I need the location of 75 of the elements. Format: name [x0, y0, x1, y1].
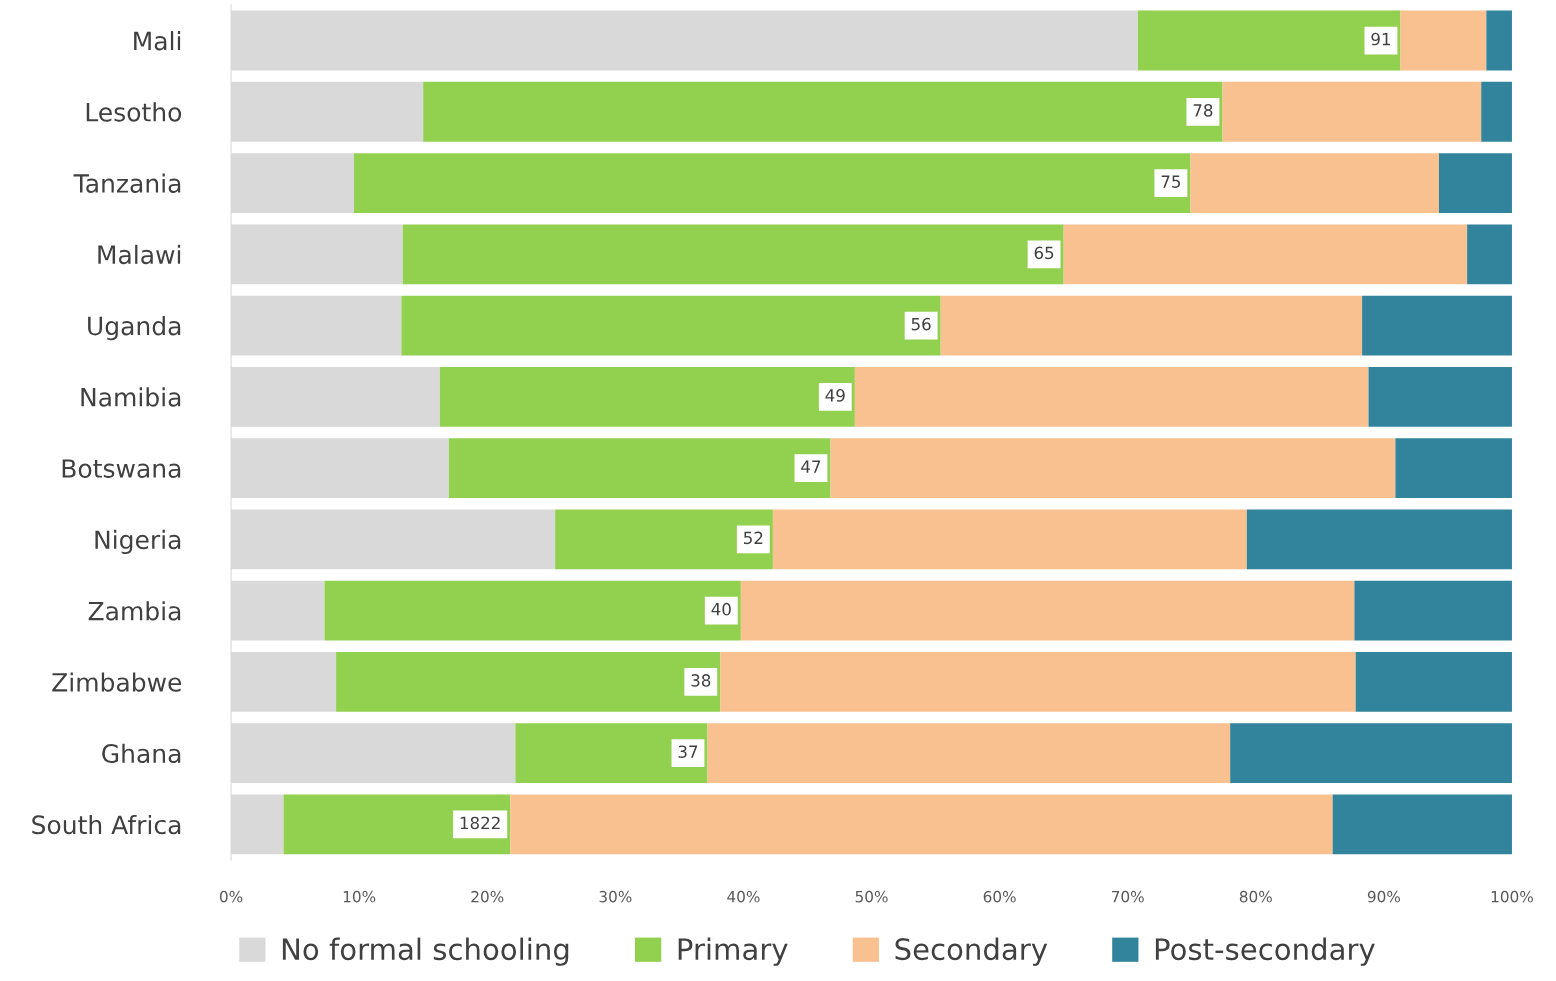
bar	[830, 438, 1396, 499]
annotation: 47	[801, 460, 821, 473]
legend-label: Secondary	[895, 937, 1048, 966]
annotation: 37	[678, 745, 698, 758]
annotation: 78	[1193, 104, 1213, 117]
bar	[1368, 366, 1512, 427]
x-tick-label: 100%	[1491, 890, 1533, 903]
annotation: 1822	[460, 816, 500, 830]
x-tick-label: 20%	[471, 890, 504, 903]
y-tick-label: South Africa	[32, 814, 181, 835]
bar	[772, 509, 1247, 570]
bar	[354, 153, 1191, 213]
bar	[1395, 438, 1512, 499]
bar	[940, 295, 1363, 356]
y-tick-label: Ghana	[102, 743, 181, 763]
bar	[515, 723, 708, 784]
bar	[1063, 224, 1468, 285]
bar	[402, 224, 1064, 285]
annotation: 65	[1034, 246, 1054, 260]
y-tick-label: Tanzania	[73, 173, 181, 193]
x-tick-label: 30%	[599, 890, 632, 903]
bar	[448, 438, 831, 499]
x-tick-label: 0%	[219, 890, 243, 903]
bar	[1400, 10, 1487, 71]
x-tick-label: 50%	[855, 890, 888, 903]
bar	[1486, 10, 1512, 71]
bar	[336, 651, 721, 712]
annotation: 91	[1371, 32, 1391, 46]
y-tick-label: Malawi	[98, 244, 181, 265]
bar	[1230, 723, 1512, 784]
y-tick-label: Namibia	[81, 387, 181, 407]
x-tick-label: 40%	[727, 890, 760, 903]
bar	[324, 580, 741, 641]
x-tick-label: 90%	[1367, 890, 1401, 903]
legend-label: Post-secondary	[1155, 937, 1375, 966]
bar	[1332, 794, 1512, 855]
bar	[439, 366, 855, 427]
annotation: 49	[825, 389, 845, 402]
bar	[1137, 10, 1401, 71]
bar	[423, 81, 1223, 142]
bar	[740, 580, 1355, 641]
bar	[1362, 295, 1512, 356]
annotation: 56	[911, 317, 931, 331]
y-tick-label: Uganda	[88, 316, 181, 341]
bar	[1246, 509, 1512, 570]
y-tick-label: Lesotho	[86, 102, 182, 122]
bar	[510, 794, 1333, 855]
legend-label: Primary	[678, 937, 788, 966]
bar	[1222, 81, 1482, 142]
bar	[1190, 153, 1439, 213]
bar	[1355, 651, 1512, 712]
annotation: 40	[711, 602, 731, 616]
y-tick-label: Mali	[134, 31, 181, 51]
annotation: 38	[691, 674, 711, 687]
x-tick-label: 70%	[1111, 890, 1144, 903]
y-tick-label: Zimbabwe	[52, 672, 182, 692]
x-tick-label: 80%	[1239, 890, 1272, 903]
y-tick-label: Zambia	[88, 601, 181, 621]
x-tick-label: 10%	[343, 890, 376, 903]
bar	[707, 723, 1231, 784]
bar	[401, 295, 941, 356]
bar	[1354, 580, 1512, 641]
bar	[1438, 153, 1512, 213]
y-tick-label: Botswana	[62, 459, 181, 478]
bar	[720, 651, 1356, 712]
bar	[283, 794, 511, 855]
bar	[555, 509, 773, 570]
y-tick-label: Nigeria	[95, 529, 181, 555]
bar	[854, 366, 1369, 427]
annotation: 75	[1161, 175, 1181, 188]
bar	[1481, 81, 1512, 142]
legend-label: No formal schooling	[282, 937, 569, 966]
bar	[1467, 224, 1512, 285]
annotation: 52	[744, 531, 763, 545]
x-tick-label: 60%	[983, 890, 1016, 903]
